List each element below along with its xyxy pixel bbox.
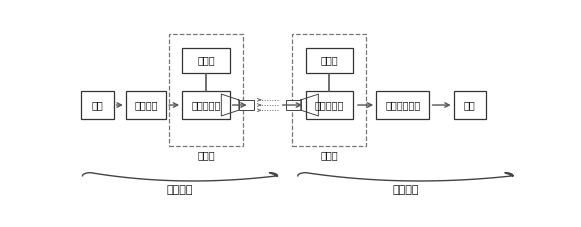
FancyBboxPatch shape [182, 91, 229, 119]
FancyBboxPatch shape [286, 100, 301, 110]
FancyBboxPatch shape [376, 91, 429, 119]
Text: 负载: 负载 [464, 100, 476, 110]
FancyBboxPatch shape [81, 91, 114, 119]
FancyBboxPatch shape [239, 100, 253, 110]
Text: 整流滤波电路: 整流滤波电路 [385, 100, 420, 110]
Text: 放大电路: 放大电路 [134, 100, 158, 110]
Text: 发射端: 发射端 [197, 150, 215, 160]
Text: 永磁铁: 永磁铁 [321, 55, 338, 65]
Text: 接收换能器: 接收换能器 [314, 100, 344, 110]
Text: 发射换能器: 发射换能器 [191, 100, 221, 110]
FancyBboxPatch shape [454, 91, 486, 119]
Text: 电源: 电源 [92, 100, 103, 110]
FancyBboxPatch shape [306, 91, 353, 119]
Text: 发射部分: 发射部分 [167, 185, 193, 195]
Text: 接收端: 接收端 [321, 150, 338, 160]
Text: 接收部分: 接收部分 [392, 185, 419, 195]
FancyBboxPatch shape [306, 48, 353, 73]
Text: 永磁铁: 永磁铁 [197, 55, 215, 65]
FancyBboxPatch shape [168, 34, 243, 146]
FancyBboxPatch shape [125, 91, 166, 119]
FancyBboxPatch shape [292, 34, 367, 146]
FancyBboxPatch shape [182, 48, 229, 73]
